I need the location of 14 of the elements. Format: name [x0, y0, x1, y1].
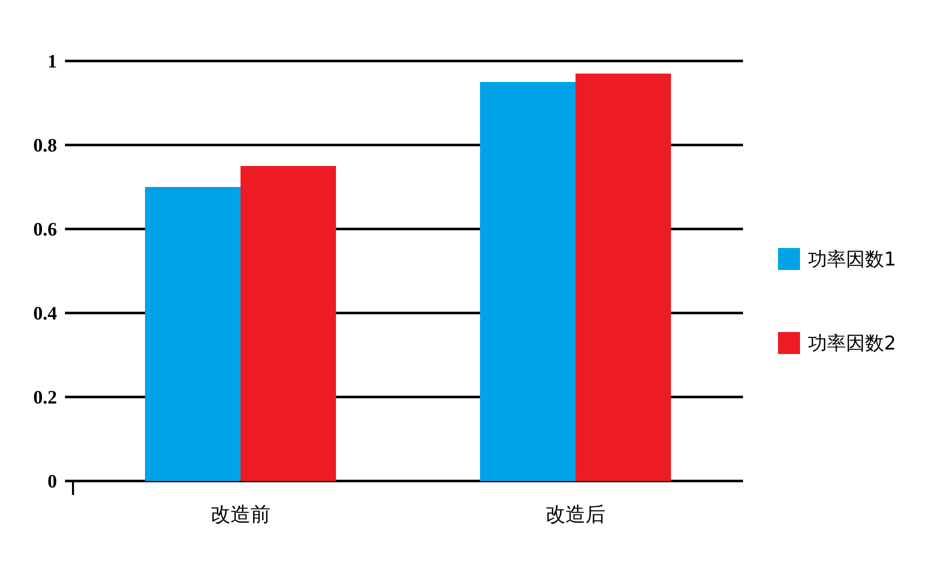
y-tick-label: 1 — [48, 52, 57, 73]
y-tick-label: 0 — [48, 472, 57, 493]
x-tick-label: 改造前 — [210, 502, 270, 526]
bar — [576, 74, 671, 481]
y-tick-label: 0.8 — [33, 136, 57, 157]
x-tick-label: 改造后 — [546, 502, 606, 526]
bar — [240, 166, 336, 481]
bar — [145, 187, 240, 481]
legend-label: 功率因数2 — [808, 332, 896, 355]
y-tick-label: 0.6 — [33, 220, 57, 241]
legend-label: 功率因数1 — [808, 248, 896, 271]
bar — [480, 82, 576, 481]
y-tick-label: 0.4 — [33, 304, 58, 325]
y-tick-label: 0.2 — [33, 388, 57, 409]
